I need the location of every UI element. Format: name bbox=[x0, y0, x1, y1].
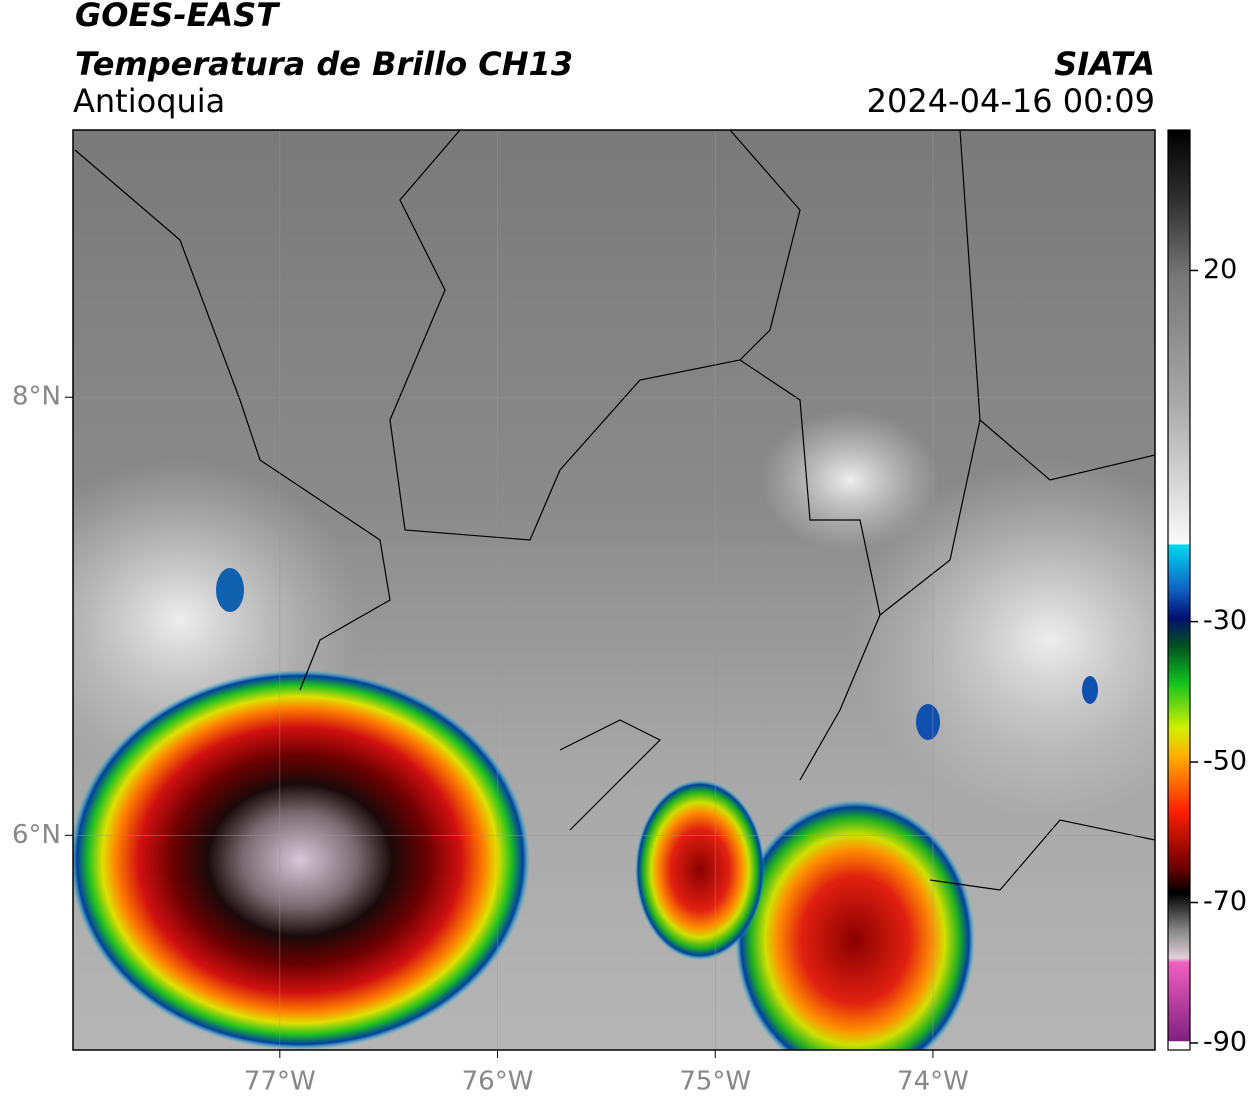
source: SIATA bbox=[1054, 45, 1155, 83]
lon-tick-label: 77°W bbox=[244, 1067, 316, 1097]
lon-tick-label: 75°W bbox=[679, 1067, 751, 1097]
lon-tick-label: 74°W bbox=[897, 1067, 969, 1097]
region: Antioquia bbox=[73, 82, 225, 120]
map-frame bbox=[72, 129, 1156, 1051]
colorbar-tick-label: -50 bbox=[1203, 746, 1247, 777]
colorbar-tick-label: 20 bbox=[1203, 254, 1237, 285]
colorbar-tick-label: -70 bbox=[1203, 886, 1247, 917]
colorbar bbox=[1167, 129, 1191, 1051]
satellite-image bbox=[73, 130, 1155, 1050]
lat-tick-label: 8°N bbox=[12, 382, 61, 412]
lon-tick-label: 76°W bbox=[462, 1067, 534, 1097]
timestamp: 2024-04-16 00:09 bbox=[867, 82, 1155, 120]
colorbar-tick-label: -30 bbox=[1203, 605, 1247, 636]
subtitle: Temperatura de Brillo CH13 bbox=[75, 45, 573, 83]
lat-tick-label: 6°N bbox=[12, 820, 61, 850]
title: GOES-EAST bbox=[75, 0, 280, 34]
colorbar-tick-label: -90 bbox=[1203, 1026, 1247, 1057]
